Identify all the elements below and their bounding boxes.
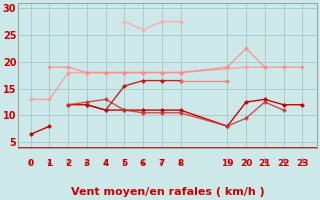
Text: ↙: ↙ [176, 156, 186, 167]
Text: ↙: ↙ [138, 156, 148, 167]
Text: ↙: ↙ [101, 156, 111, 167]
Text: ↙: ↙ [119, 156, 129, 167]
Text: ↙: ↙ [82, 156, 92, 167]
Text: ↘: ↘ [242, 156, 251, 166]
Text: ↙: ↙ [63, 156, 73, 167]
Text: ↙: ↙ [26, 156, 36, 167]
Text: ↘: ↘ [260, 156, 269, 166]
Text: ↙: ↙ [157, 156, 167, 167]
Text: ↘: ↘ [298, 156, 307, 166]
X-axis label: Vent moyen/en rafales ( km/h ): Vent moyen/en rafales ( km/h ) [71, 187, 264, 197]
Text: ↙: ↙ [44, 156, 54, 167]
Text: ↘: ↘ [279, 156, 288, 166]
Text: ↘: ↘ [223, 156, 232, 166]
